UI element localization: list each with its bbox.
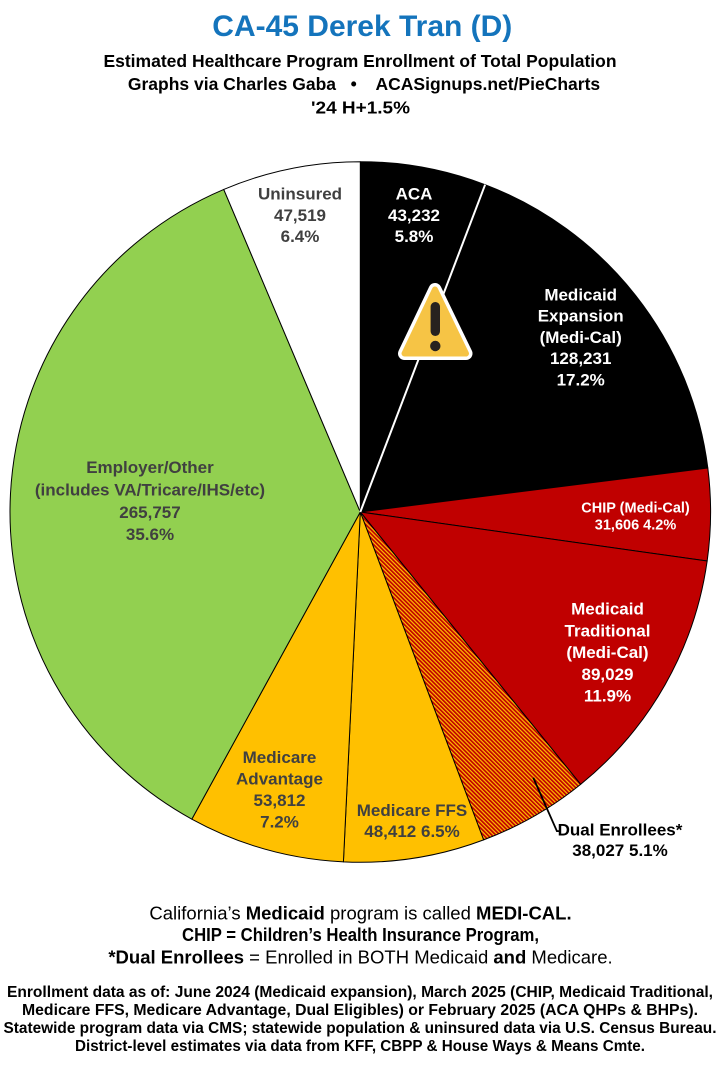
svg-text:47,519: 47,519 <box>274 206 326 225</box>
svg-text:Advantage: Advantage <box>236 770 323 789</box>
svg-text:Employer/Other: Employer/Other <box>86 458 214 477</box>
svg-text:Statewide program data via CMS: Statewide program data via CMS; statewid… <box>4 1020 717 1037</box>
svg-text:17.2%: 17.2% <box>557 370 605 389</box>
svg-text:Dual Enrollees*: Dual Enrollees* <box>558 821 683 840</box>
svg-text:(Medi-Cal): (Medi-Cal) <box>566 643 648 662</box>
svg-text:(includes VA/Tricare/IHS/etc): (includes VA/Tricare/IHS/etc) <box>35 481 265 500</box>
svg-text:Medicaid: Medicaid <box>544 286 617 305</box>
svg-text:265,757: 265,757 <box>119 503 180 522</box>
svg-text:Medicaid: Medicaid <box>571 600 644 619</box>
svg-text:Medicare FFS: Medicare FFS <box>357 801 468 820</box>
svg-text:(Medi-Cal): (Medi-Cal) <box>540 328 622 347</box>
svg-text:ACA: ACA <box>396 185 433 204</box>
svg-text:Enrollment data as of: June 20: Enrollment data as of: June 2024 (Medica… <box>7 984 713 1001</box>
svg-text:*Dual Enrollees = Enrolled in: *Dual Enrollees = Enrolled in BOTH Medic… <box>108 946 612 967</box>
svg-text:Estimated Healthcare Program E: Estimated Healthcare Program Enrollment … <box>103 51 616 71</box>
svg-text:California’s Medicaid program: California’s Medicaid program is called … <box>149 902 571 923</box>
svg-text:Traditional: Traditional <box>565 621 651 640</box>
svg-text:'24 H+1.5%: '24 H+1.5% <box>311 98 410 118</box>
svg-text:11.9%: 11.9% <box>584 687 631 706</box>
svg-text:53,812: 53,812 <box>254 791 306 810</box>
svg-text:38,027 5.1%: 38,027 5.1% <box>572 841 667 860</box>
svg-text:CA-45 Derek Tran (D): CA-45 Derek Tran (D) <box>212 10 512 43</box>
svg-text:Graphs via Charles Gaba •: Graphs via Charles Gaba • ACASignups.net… <box>128 74 601 94</box>
svg-text:7.2%: 7.2% <box>260 813 299 832</box>
svg-text:Uninsured: Uninsured <box>258 185 342 204</box>
svg-text:5.8%: 5.8% <box>395 227 434 246</box>
svg-text:31,606 4.2%: 31,606 4.2% <box>595 517 677 533</box>
svg-text:Medicare FFS, Medicare Advanta: Medicare FFS, Medicare Advantage, Dual E… <box>22 1002 698 1019</box>
svg-text:43,232: 43,232 <box>388 206 440 225</box>
svg-text:48,412 6.5%: 48,412 6.5% <box>364 822 459 841</box>
svg-text:CHIP (Medi-Cal): CHIP (Medi-Cal) <box>581 500 690 516</box>
svg-text:Medicare: Medicare <box>243 748 317 767</box>
svg-text:35.6%: 35.6% <box>126 525 174 544</box>
svg-text:District-level estimates via d: District-level estimates via data from K… <box>75 1038 645 1055</box>
svg-text:128,231: 128,231 <box>550 349 611 368</box>
svg-text:89,029: 89,029 <box>582 665 634 684</box>
svg-text:CHIP = Children’s Health Insur: CHIP = Children’s Health Insurance Progr… <box>182 924 539 945</box>
svg-text:6.4%: 6.4% <box>281 227 320 246</box>
svg-text:Expansion: Expansion <box>538 307 624 326</box>
